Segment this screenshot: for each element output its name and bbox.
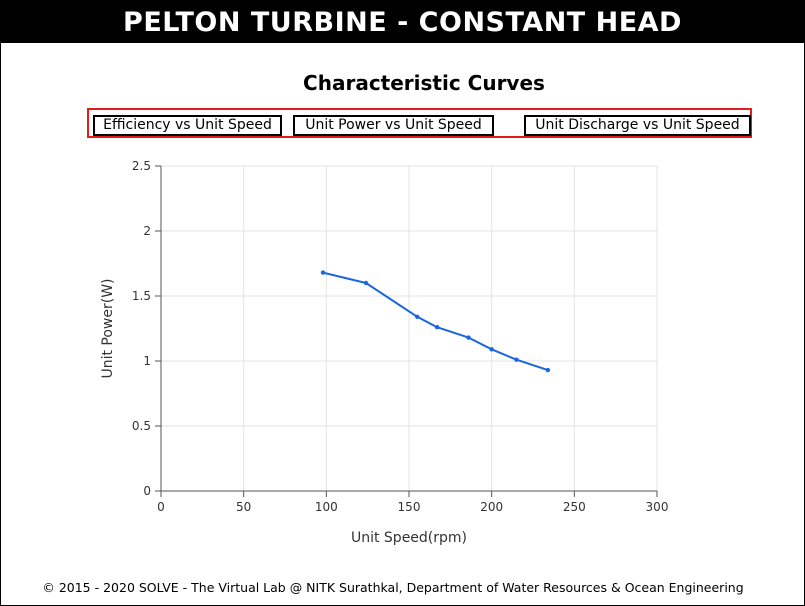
y-axis-label: Unit Power(W) (100, 278, 116, 378)
page-banner: PELTON TURBINE - CONSTANT HEAD (1, 1, 804, 43)
x-tick-label: 50 (236, 500, 251, 514)
data-point (514, 357, 519, 362)
x-axis-label: Unit Speed(rpm) (351, 530, 467, 546)
y-tick-label: 2.5 (132, 159, 151, 173)
data-point (545, 367, 551, 373)
tab-efficiency-vs-unit-speed[interactable]: Efficiency vs Unit Speed (93, 115, 282, 136)
y-tick-label: 2 (143, 224, 151, 238)
data-point (363, 280, 369, 286)
y-tick-label: 1 (143, 354, 151, 368)
data-point (415, 314, 420, 319)
axis-layer (155, 165, 658, 497)
x-tick-label: 200 (480, 500, 503, 514)
series-layer (320, 270, 551, 373)
data-point (489, 347, 494, 352)
x-tick-label: 300 (646, 500, 669, 514)
label-layer: 0 50 100 150 200 250 300 0 0.5 1 1.5 2 2.5 Unit Speed… (100, 159, 668, 546)
grid-layer (161, 165, 658, 491)
x-tick-label: 100 (315, 500, 338, 514)
unit-power-chart: 0 50 100 150 200 250 300 0 0.5 1 1.5 2 2.5 Unit Speed… (100, 159, 668, 546)
chart-section-title: Characteristic Curves (303, 71, 545, 95)
data-point (320, 270, 326, 275)
y-tick-label: 1.5 (132, 289, 151, 303)
y-tick-label: 0.5 (132, 419, 151, 433)
series-line (322, 271, 549, 372)
tab-unit-power-vs-unit-speed[interactable]: Unit Power vs Unit Speed (293, 115, 494, 136)
x-tick-label: 250 (563, 500, 586, 514)
y-tick-label: 0 (143, 484, 151, 498)
data-point (434, 325, 440, 330)
x-tick-label: 0 (157, 500, 165, 514)
data-point (466, 335, 471, 340)
x-tick-label: 150 (398, 500, 421, 514)
chart-tab-bar: Efficiency vs Unit Speed Unit Power vs U… (87, 108, 752, 138)
tab-unit-discharge-vs-unit-speed[interactable]: Unit Discharge vs Unit Speed (524, 115, 751, 136)
footer-credit: © 2015 - 2020 SOLVE - The Virtual Lab @ … (42, 580, 744, 595)
